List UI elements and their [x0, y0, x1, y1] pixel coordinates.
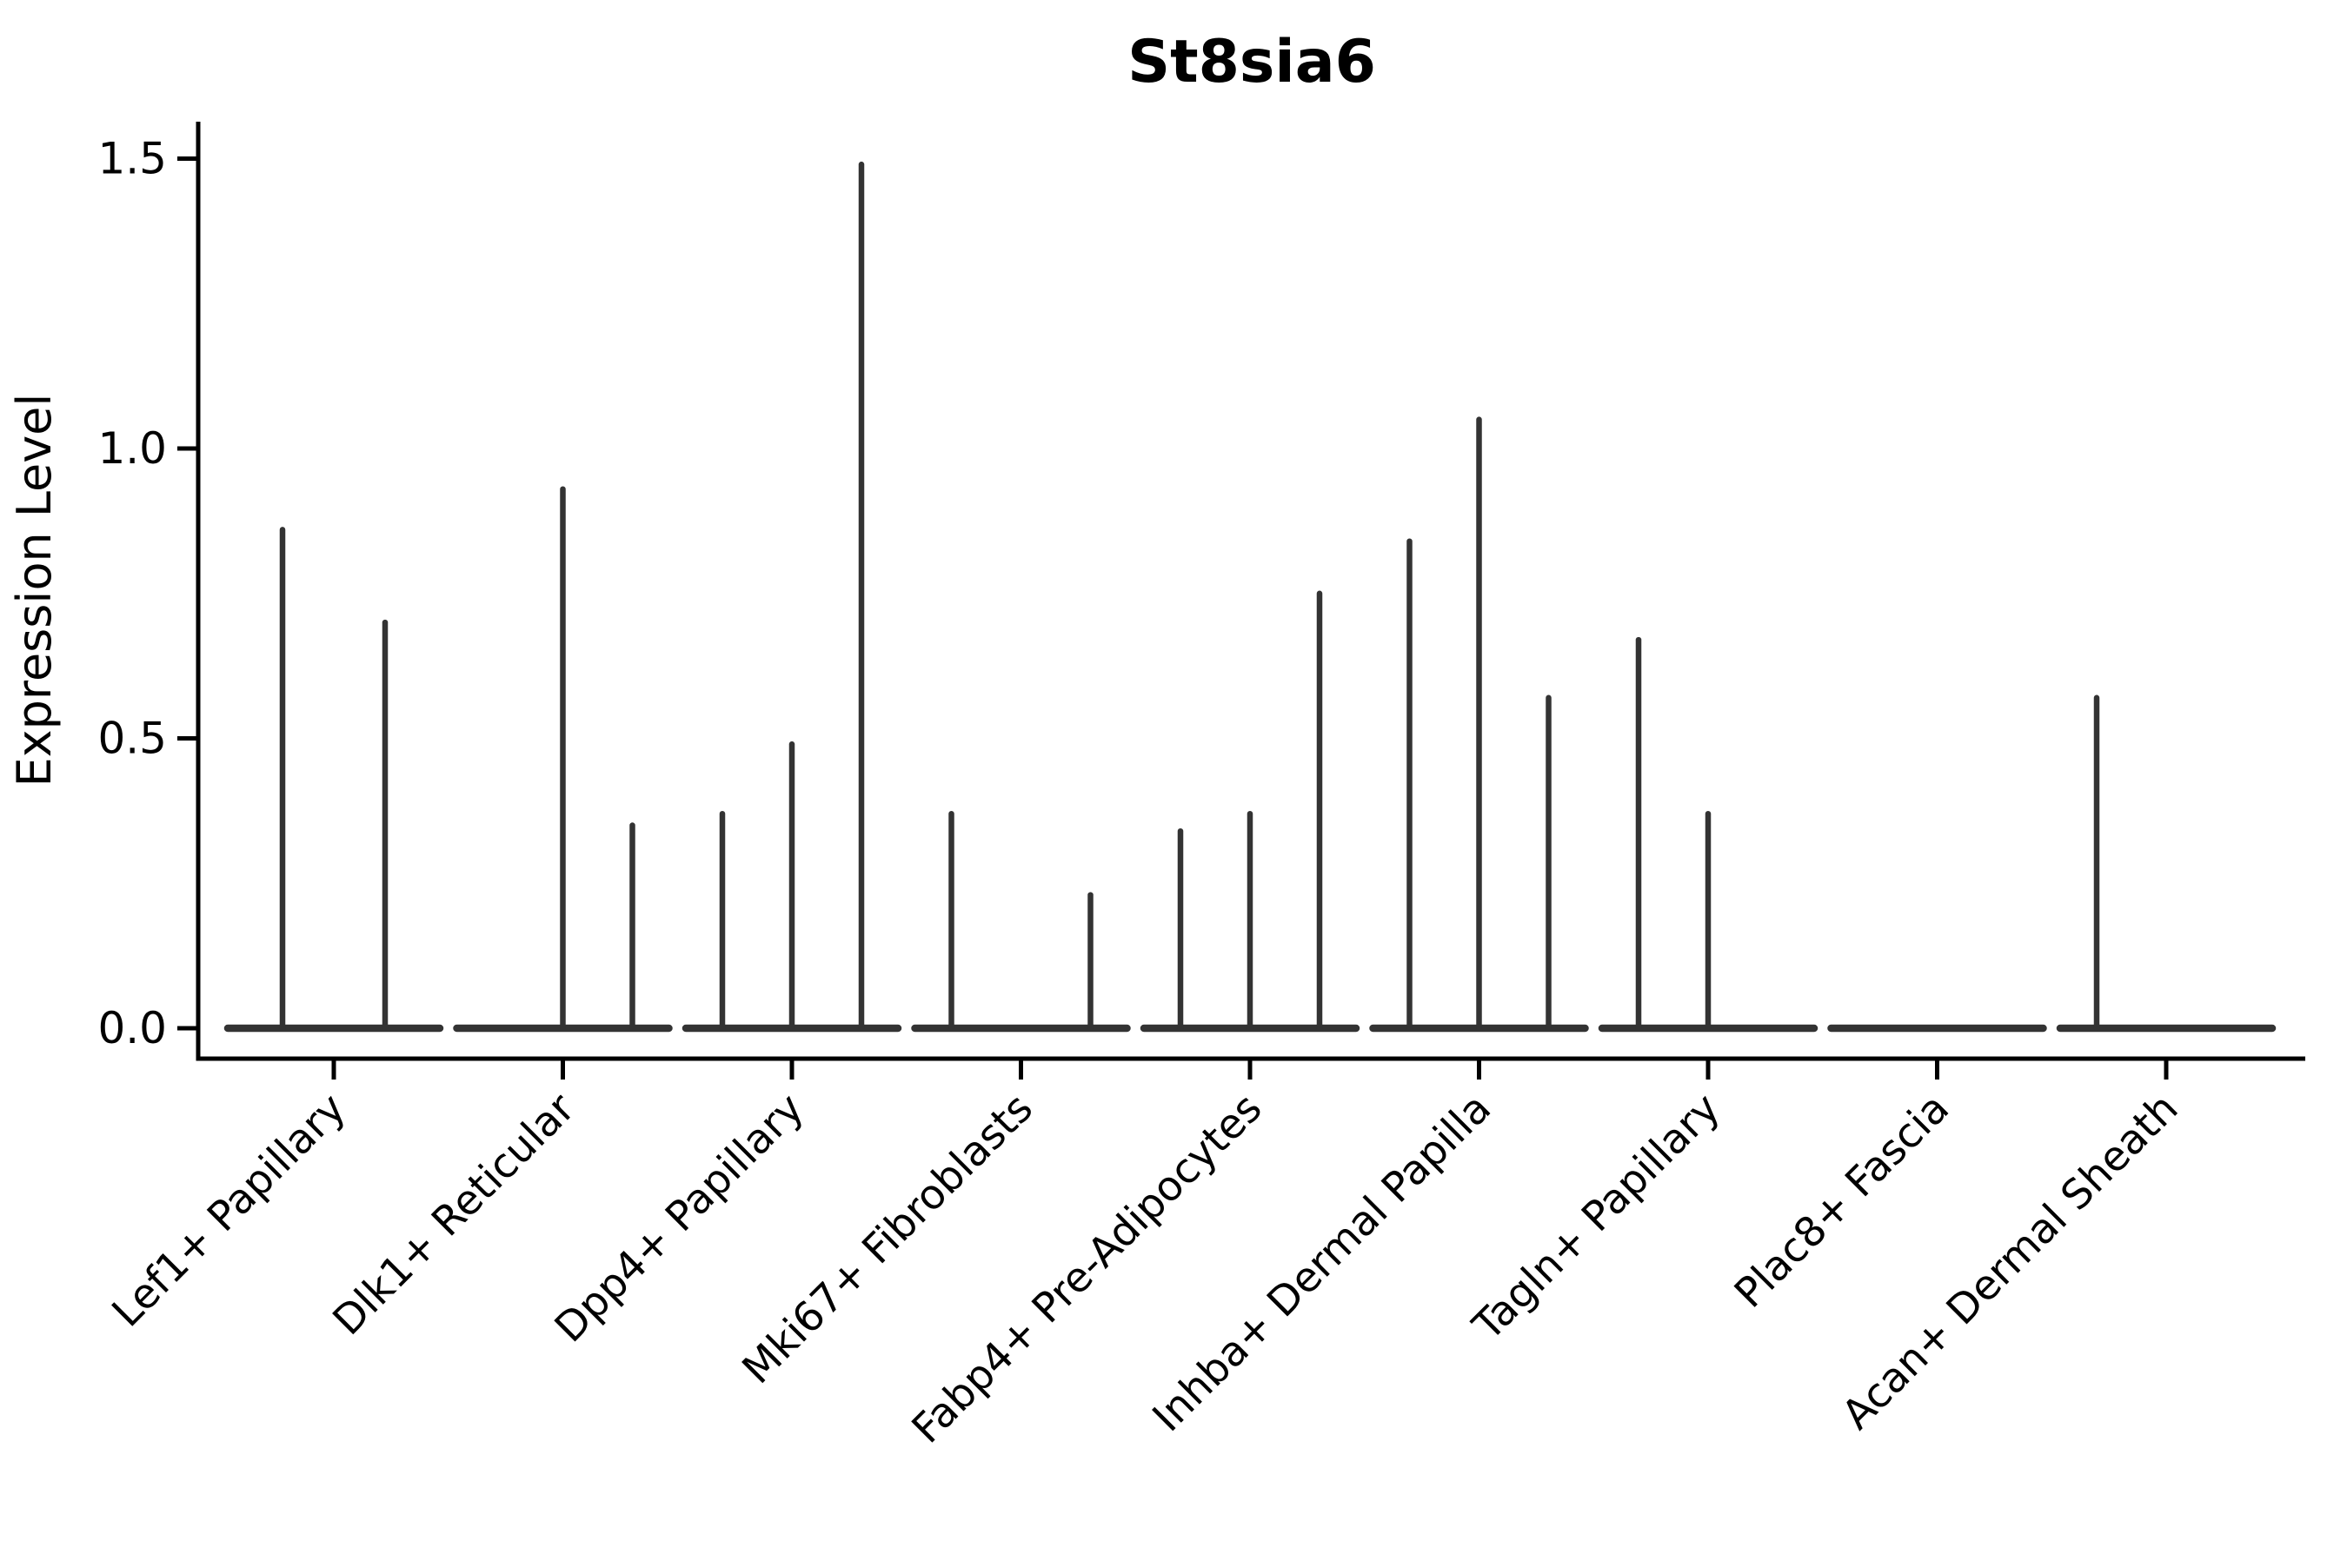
violin-layer: [223, 161, 2277, 1033]
x-tick-label: Lef1+ Papillary: [103, 1085, 356, 1337]
y-tick-label: 0.0: [97, 1003, 167, 1053]
x-tick-label: Plac8+ Fascia: [1725, 1085, 1958, 1318]
y-tick-label: 1.5: [97, 134, 167, 184]
y-tick-label: 0.5: [97, 714, 167, 764]
x-tick-label: Dpp4+ Papillary: [546, 1085, 814, 1352]
x-tick-label: Tagln+ Papillary: [1464, 1085, 1730, 1351]
x-tick-label: Dlk1+ Reticular: [324, 1084, 585, 1345]
y-axis-label: Expression Level: [7, 394, 62, 787]
y-tick-label: 1.0: [97, 423, 167, 474]
chart-title: St8sia6: [1127, 28, 1376, 96]
